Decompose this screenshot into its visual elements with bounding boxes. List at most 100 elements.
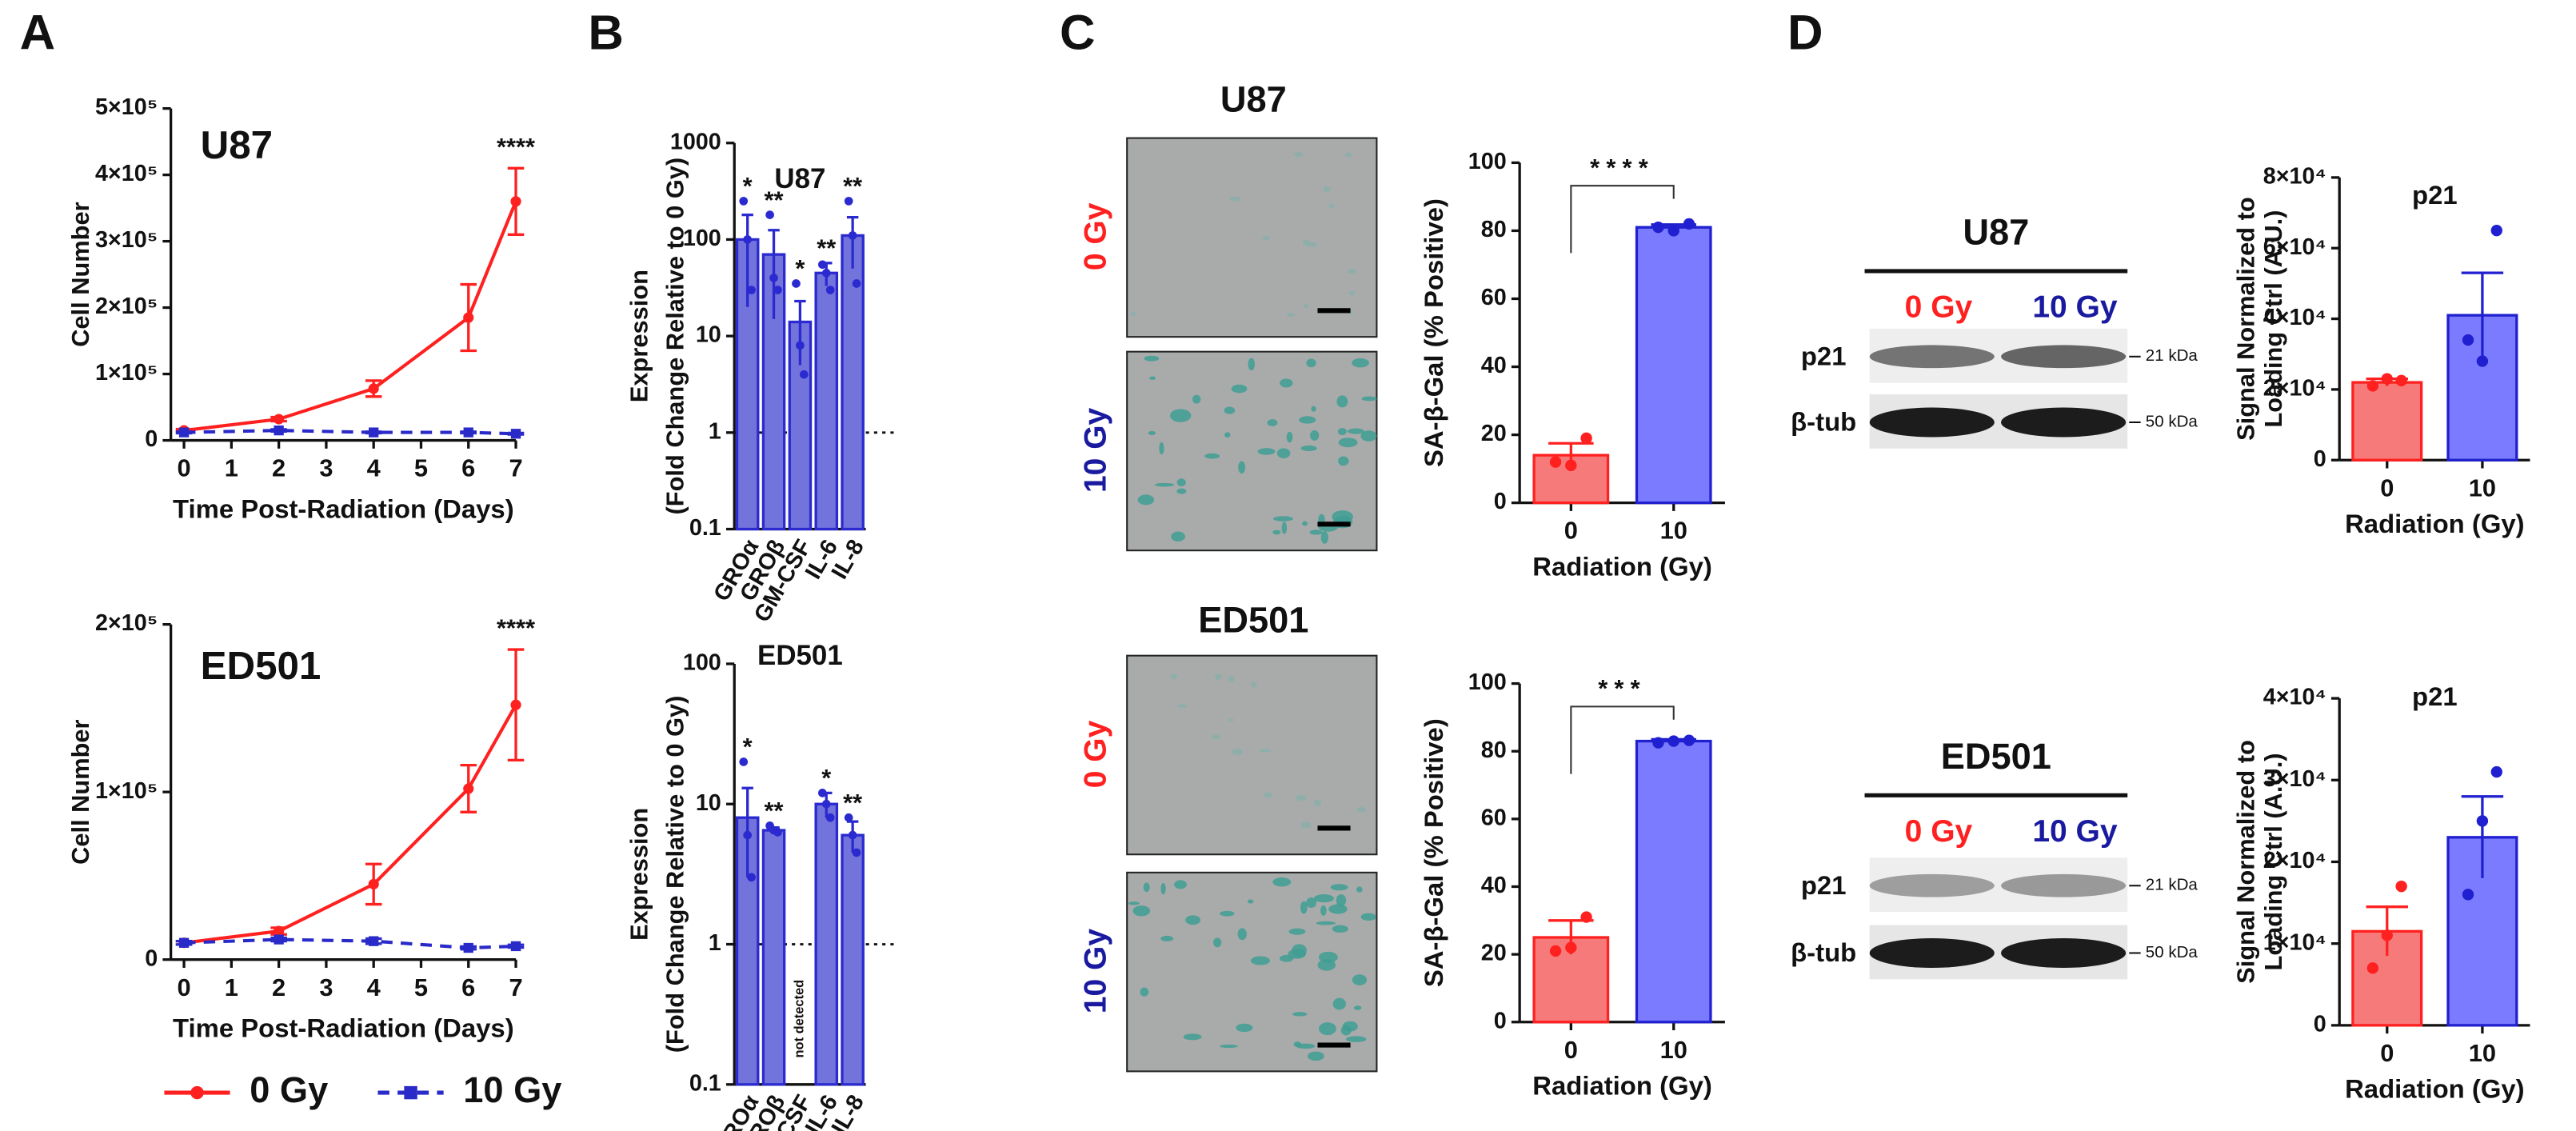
cell-stain: [1231, 748, 1243, 756]
x-axis-label: Radiation (Gy): [2345, 509, 2525, 538]
x-tick-label: 0: [1564, 517, 1578, 545]
blot-band: [1869, 407, 1995, 438]
cell-stain: [1295, 795, 1307, 801]
panel-label: C: [1060, 6, 1096, 61]
y-tick-label: 1×10⁴: [2263, 929, 2326, 955]
y-tick-label: 0: [2314, 446, 2326, 472]
cell-stain: [1143, 882, 1150, 893]
cell-stain: [1224, 432, 1231, 438]
cell-stain: [1347, 268, 1357, 274]
cell-stain: [1177, 704, 1188, 708]
y-tick-label: 4×10⁴: [2263, 305, 2326, 330]
y-tick-label: 60: [1481, 285, 1507, 310]
y-tick-label: 0: [2314, 1011, 2326, 1037]
chart-title: p21: [2412, 681, 2458, 711]
legend-marker: [190, 1085, 204, 1100]
blot-condition: 0 Gy: [1905, 290, 1973, 325]
data-point: [1549, 945, 1562, 957]
cell-stain: [1228, 675, 1235, 682]
cell-stain: [1352, 974, 1368, 985]
y-tick-label: 2×10⁴: [2263, 375, 2326, 401]
y-tick-label: 0: [145, 945, 158, 971]
legend-marker: [404, 1085, 417, 1100]
bar: [761, 829, 786, 1086]
bar: [1635, 226, 1712, 505]
data-point: [2476, 815, 2489, 827]
cell-stain: [1320, 531, 1328, 544]
y-tick-label: 20: [1481, 941, 1507, 966]
cell-stain: [1323, 186, 1331, 193]
y-tick-label: 100: [1468, 669, 1507, 695]
y-tick-label: 1000: [670, 129, 721, 154]
cell-stain: [1236, 1023, 1253, 1033]
cell-stain: [1262, 236, 1271, 241]
note: not detected: [793, 980, 807, 1058]
blot-title: U87: [1963, 212, 2029, 253]
cell-stain: [1171, 531, 1185, 542]
y-axis-label: Cell Number: [66, 719, 94, 864]
cell-stain: [1160, 882, 1166, 895]
bar: [841, 833, 865, 1086]
cell-stain: [1170, 673, 1178, 680]
x-axis-label: Radiation (Gy): [1532, 1071, 1712, 1101]
y-tick-label: 3×10⁴: [2263, 766, 2326, 792]
cell-stain: [1130, 312, 1137, 317]
x-tick-label: 0: [1564, 1036, 1578, 1064]
y-axis-label: Expression: [625, 808, 653, 941]
cell-stain: [1313, 799, 1322, 806]
x-tick-label: 10: [2469, 474, 2496, 502]
cell-stain: [1192, 394, 1201, 404]
condition-label: 10 Gy: [1079, 407, 1113, 493]
cell-stain: [1237, 928, 1247, 941]
y-tick-label: 5×10⁵: [95, 94, 158, 120]
cell-stain: [1336, 395, 1348, 408]
image-title: U87: [1220, 78, 1287, 119]
y-tick-label: 1×10⁵: [95, 778, 158, 804]
data-point: [1683, 734, 1695, 746]
y-tick-label: 40: [1481, 873, 1507, 898]
data-point: [844, 813, 853, 822]
bar: [814, 802, 839, 1086]
cell-stain: [1356, 886, 1363, 893]
cell-stain: [1328, 203, 1335, 208]
blot-band: [2001, 345, 2127, 369]
cell-stain: [1293, 152, 1304, 158]
error-bar: [846, 215, 859, 269]
blot-band: [2001, 873, 2127, 897]
cell-stain: [1310, 430, 1320, 441]
cell-stain: [1288, 928, 1306, 935]
x-tick-label: 7: [509, 454, 522, 482]
cell-stain: [1280, 954, 1294, 962]
x-tick-label: 1: [225, 973, 238, 1001]
blot-condition: 10 Gy: [2032, 290, 2118, 325]
y-tick-label: 2×10⁵: [95, 610, 158, 636]
panel-label: A: [20, 6, 55, 61]
cell-stain: [1302, 521, 1308, 526]
cell-stain: [1344, 152, 1352, 158]
cell-stain: [1352, 358, 1369, 368]
y-tick-label: 20: [1481, 421, 1507, 446]
data-point: [369, 936, 379, 946]
error-bar: [2461, 795, 2504, 878]
cell-stain: [1316, 921, 1336, 925]
error-bar: [2461, 271, 2504, 358]
data-point: [848, 231, 857, 240]
cell-stain: [1338, 438, 1358, 448]
data-point: [747, 873, 756, 882]
cell-stain: [1309, 530, 1323, 535]
data-point: [817, 789, 827, 797]
cell-stain: [1247, 899, 1254, 904]
y-tick-label: 8×10⁴: [2263, 163, 2326, 189]
y-tick-label: 0: [1494, 1008, 1507, 1033]
x-tick-label: 3: [319, 454, 333, 482]
data-point: [773, 828, 782, 837]
data-point: [274, 934, 284, 945]
band-label: β-tub: [1791, 407, 1856, 437]
bar: [841, 234, 865, 531]
data-line: [183, 704, 517, 945]
x-tick-label: 6: [461, 973, 475, 1001]
data-point: [368, 878, 379, 889]
blot-band: [2001, 937, 2127, 968]
blot-band: [1869, 345, 1995, 369]
